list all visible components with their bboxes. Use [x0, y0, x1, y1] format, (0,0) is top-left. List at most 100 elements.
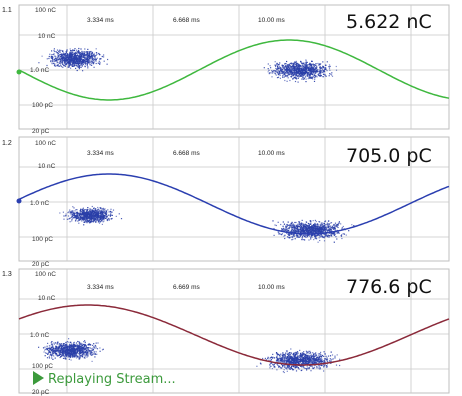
scatter-point	[85, 211, 87, 213]
scatter-point	[306, 232, 308, 234]
scatter-point	[78, 219, 80, 221]
scatter-point	[273, 364, 275, 366]
scatter-point	[281, 72, 284, 74]
scatter-point	[91, 60, 93, 62]
scatter-point	[282, 371, 284, 373]
scatter-point	[308, 229, 310, 231]
scatter-point	[298, 236, 300, 238]
scatter-point	[88, 214, 90, 216]
scatter-point	[296, 356, 298, 358]
scatter-point	[92, 219, 94, 221]
scatter-point	[84, 65, 86, 67]
scatter-point	[64, 354, 66, 356]
scatter-point	[79, 343, 81, 345]
scatter-point	[69, 353, 71, 355]
scatter-point	[310, 67, 312, 69]
scatter-point	[285, 226, 288, 228]
scatter-point	[302, 77, 304, 79]
scatter-point	[58, 354, 60, 356]
scatter-point	[57, 58, 59, 60]
scatter-point	[65, 51, 67, 53]
scatter-point	[70, 211, 72, 213]
scatter-point	[302, 66, 304, 68]
scatter-point	[341, 227, 343, 229]
scatter-point	[311, 67, 313, 69]
scatter-point	[276, 77, 279, 79]
scatter-point	[312, 231, 314, 233]
scatter-point	[103, 60, 105, 62]
scatter-point	[93, 207, 95, 209]
scatter-point	[69, 349, 71, 351]
scatter-point	[304, 362, 306, 364]
scatter-point	[101, 349, 104, 351]
scatter-point	[294, 238, 296, 240]
scatter-point	[291, 223, 293, 225]
panel-frame	[18, 4, 450, 130]
scatter-point	[89, 219, 91, 221]
scatter-point	[86, 215, 88, 217]
scatter-point	[74, 53, 76, 55]
scatter-point	[76, 217, 78, 219]
scatter-point	[302, 224, 304, 227]
scatter-point	[293, 231, 295, 233]
scatter-point	[91, 220, 93, 222]
scatter-point	[82, 347, 85, 349]
scatter-point	[300, 72, 302, 74]
scatter-point	[93, 56, 95, 58]
scatter-point	[293, 77, 295, 79]
scatter-point	[74, 52, 77, 54]
scatter-point	[55, 352, 57, 354]
scatter-point	[48, 356, 50, 358]
scatter-point	[307, 73, 309, 75]
scatter-point	[82, 219, 85, 221]
scatter-point	[108, 214, 110, 216]
scatter-point	[99, 221, 101, 223]
scatter-point	[69, 62, 71, 64]
scatter-point	[71, 212, 73, 214]
scatter-point	[81, 64, 83, 66]
scatter-point	[298, 368, 300, 370]
scatter-point	[60, 60, 62, 63]
scatter-point	[99, 213, 102, 215]
scatter-point	[70, 53, 72, 55]
scatter-point	[275, 70, 277, 72]
scatter-point	[76, 59, 78, 61]
scatter-point	[80, 349, 82, 351]
scatter-point	[299, 231, 301, 233]
scatter-point	[295, 365, 297, 367]
scatter-point	[320, 234, 322, 237]
scatter-point	[330, 225, 332, 227]
scatter-point	[328, 66, 331, 68]
scatter-point	[45, 352, 47, 354]
scatter-point	[310, 77, 312, 79]
scatter-point	[93, 217, 95, 219]
scatter-point	[311, 60, 313, 62]
scatter-point	[301, 74, 303, 76]
scatter-point	[278, 358, 280, 360]
scatter-point	[84, 54, 86, 56]
scatter-point	[284, 62, 286, 65]
scatter-point	[52, 354, 54, 356]
scatter-point	[301, 63, 303, 65]
scatter-point	[95, 218, 97, 221]
scatter-point	[77, 66, 79, 69]
scatter-point	[95, 220, 97, 222]
scatter-point	[324, 68, 326, 70]
scatter-point	[289, 362, 291, 364]
scatter-point	[73, 345, 75, 347]
scatter-point	[63, 63, 66, 65]
scatter-point	[67, 65, 69, 67]
scatter-point	[319, 69, 321, 71]
scatter-point	[73, 58, 75, 60]
scatter-point	[86, 209, 88, 211]
scatter-point	[95, 218, 97, 220]
scatter-point	[101, 215, 103, 217]
scatter-point	[306, 74, 308, 76]
scatter-point	[300, 74, 302, 76]
scatter-point	[103, 218, 105, 220]
scatter-point	[324, 64, 327, 66]
scatter-point	[268, 73, 270, 75]
scatter-point	[299, 64, 301, 66]
scatter-point	[302, 234, 304, 237]
scatter-point	[336, 226, 338, 228]
